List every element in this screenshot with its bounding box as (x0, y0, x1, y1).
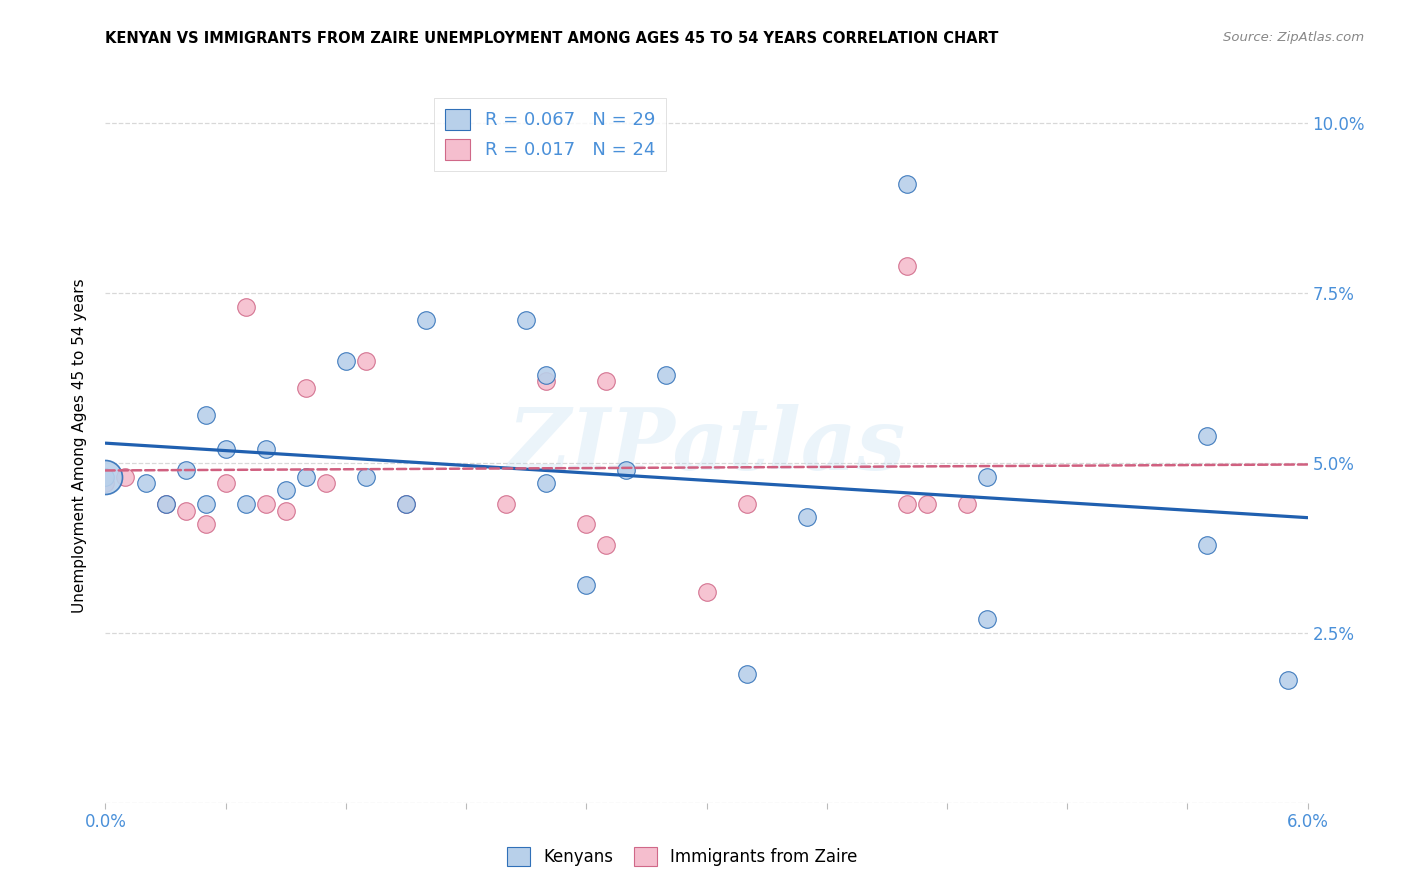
Point (94, 469, 117, 483)
Text: Source: ZipAtlas.com: Source: ZipAtlas.com (1223, 31, 1364, 45)
Point (735, 497, 758, 511)
Point (515, 313, 537, 327)
Point (896, 259, 918, 273)
Text: KENYAN VS IMMIGRANTS FROM ZAIRE UNEMPLOYMENT AMONG AGES 45 TO 54 YEARS CORRELATI: KENYAN VS IMMIGRANTS FROM ZAIRE UNEMPLOY… (105, 31, 998, 46)
Point (956, 497, 979, 511)
Point (335, 354, 357, 368)
Point (194, 409, 217, 423)
Point (534, 476, 557, 491)
Point (214, 442, 236, 457)
Point (114, 469, 136, 483)
Point (194, 517, 217, 532)
Point (395, 497, 418, 511)
Point (194, 497, 217, 511)
Point (735, 666, 758, 681)
Point (295, 381, 318, 395)
Point (174, 463, 197, 477)
Point (94, 469, 117, 483)
Point (1197, 537, 1219, 551)
Point (796, 510, 818, 524)
Point (595, 537, 617, 551)
Point (575, 578, 598, 592)
Point (696, 585, 718, 599)
Point (274, 503, 297, 517)
Point (495, 497, 517, 511)
Point (1277, 673, 1299, 688)
Point (254, 497, 277, 511)
Point (896, 178, 918, 192)
Point (575, 517, 598, 532)
Y-axis label: Unemployment Among Ages 45 to 54 years: Unemployment Among Ages 45 to 54 years (72, 278, 87, 614)
Point (395, 497, 418, 511)
Point (94, 476, 117, 491)
Point (915, 497, 938, 511)
Point (174, 503, 197, 517)
Point (1197, 429, 1219, 443)
Point (595, 375, 617, 389)
Point (235, 497, 257, 511)
Point (616, 463, 638, 477)
Point (976, 469, 998, 483)
Point (274, 483, 297, 498)
Point (135, 476, 157, 491)
Point (534, 375, 557, 389)
Point (534, 368, 557, 382)
Text: ZIPatlas: ZIPatlas (508, 404, 905, 488)
Point (655, 368, 678, 382)
Point (254, 442, 277, 457)
Point (354, 469, 377, 483)
Point (295, 469, 318, 483)
Point (315, 476, 337, 491)
Point (235, 300, 257, 314)
Point (896, 497, 918, 511)
Point (155, 497, 177, 511)
Point (354, 354, 377, 368)
Point (214, 476, 236, 491)
Point (415, 313, 437, 327)
Point (155, 497, 177, 511)
Legend: Kenyans, Immigrants from Zaire: Kenyans, Immigrants from Zaire (501, 840, 865, 873)
Point (976, 612, 998, 626)
